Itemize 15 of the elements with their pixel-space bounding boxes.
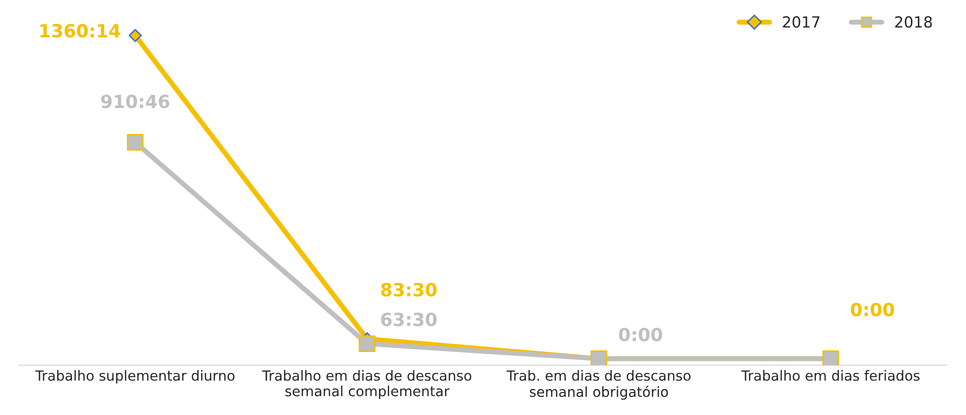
data-label: 63:30 bbox=[381, 312, 437, 326]
data-label: 0:00 bbox=[850, 302, 894, 316]
x-tick-label: Trab. em dias de descanso semanal obrigatório bbox=[506, 370, 691, 400]
legend-label: 2017 bbox=[782, 16, 820, 28]
point bbox=[128, 29, 142, 42]
x-tick-label: Trabalho em dias feriados bbox=[741, 370, 920, 381]
data-label: 83:30 bbox=[381, 282, 437, 297]
legend-label: 2018 bbox=[895, 16, 932, 28]
data-label: 0:00 bbox=[618, 328, 662, 342]
data-label: 1360:14 bbox=[40, 24, 120, 38]
x-tick-label: Trabalho suplementar diurno bbox=[35, 370, 234, 384]
point bbox=[126, 134, 144, 151]
data-label: 910:46 bbox=[101, 94, 170, 108]
point bbox=[358, 335, 376, 352]
x-tick-label: Trabalho em dias de descanso semanal complementar bbox=[262, 370, 472, 400]
